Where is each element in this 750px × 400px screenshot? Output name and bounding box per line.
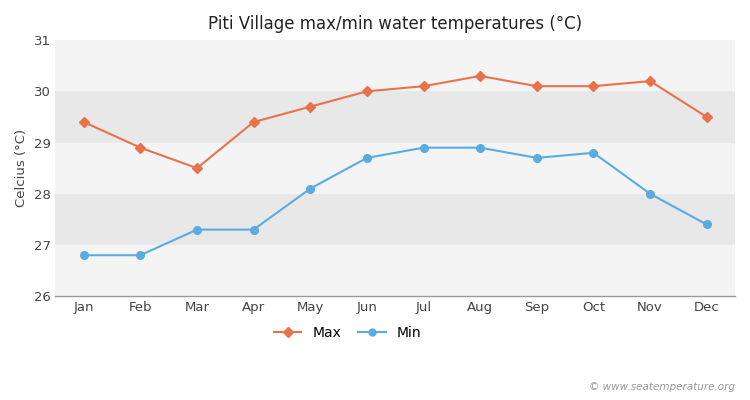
Bar xyxy=(56,194,735,245)
Bar xyxy=(56,40,735,91)
Legend: Max, Min: Max, Min xyxy=(268,320,428,346)
Bar xyxy=(56,91,735,142)
Bar xyxy=(56,142,735,194)
Title: Piti Village max/min water temperatures (°C): Piti Village max/min water temperatures … xyxy=(209,15,582,33)
Bar xyxy=(56,245,735,296)
Y-axis label: Celcius (°C): Celcius (°C) xyxy=(15,129,28,207)
Text: © www.seatemperature.org: © www.seatemperature.org xyxy=(589,382,735,392)
